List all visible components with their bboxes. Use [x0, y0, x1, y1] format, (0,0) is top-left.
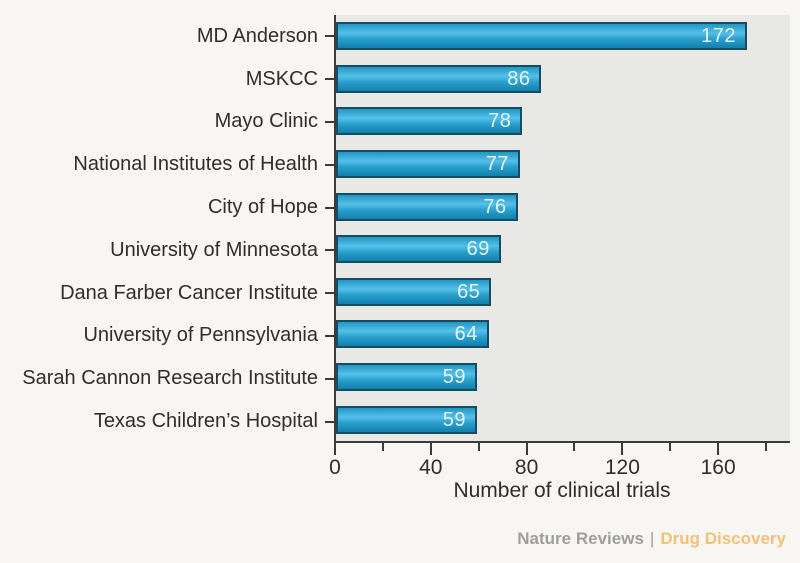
bar: 77: [336, 150, 520, 179]
x-tick-label: 120: [604, 456, 640, 479]
bar: 65: [336, 277, 492, 306]
x-tick-minor: [669, 443, 672, 451]
x-tick-major: [429, 443, 432, 455]
y-axis-tick: [325, 420, 334, 423]
y-axis-tick: [325, 163, 334, 166]
bar-value-label: 65: [457, 280, 481, 303]
category-label: Mayo Clinic: [214, 110, 318, 133]
category-row: Sarah Cannon Research Institute: [0, 357, 334, 400]
category-label: University of Minnesota: [110, 238, 318, 261]
plot-area: 172 86 78 77 76 69 65 64 59 59: [334, 15, 790, 443]
bars-layer: 172 86 78 77 76 69 65 64 59 59: [336, 15, 790, 441]
bar-value-label: 77: [485, 153, 509, 176]
x-axis-title: Number of clinical trials: [453, 479, 671, 502]
x-tick-minor: [573, 443, 576, 451]
bar-value-label: 64: [454, 323, 478, 346]
category-row: National Institutes of Health: [0, 143, 334, 186]
bar-row: 77: [336, 143, 790, 186]
y-axis-tick: [325, 120, 334, 123]
x-tick-minor: [765, 443, 768, 451]
category-label: Dana Farber Cancer Institute: [60, 281, 318, 304]
y-axis-tick: [325, 292, 334, 295]
bar-row: 69: [336, 228, 790, 271]
bar-value-label: 76: [483, 195, 507, 218]
bar-row: 59: [336, 398, 790, 441]
bar-row: 86: [336, 58, 790, 101]
journal-name: Nature Reviews: [517, 529, 644, 548]
bar: 172: [336, 22, 747, 51]
bar-value-label: 59: [442, 366, 466, 389]
category-row: Dana Farber Cancer Institute: [0, 272, 334, 315]
x-tick-major: [525, 443, 528, 455]
x-tick-label: 80: [514, 456, 539, 479]
bar-row: 172: [336, 15, 790, 58]
bar-row: 76: [336, 185, 790, 228]
category-label: City of Hope: [207, 196, 318, 219]
category-label: MD Anderson: [196, 24, 318, 47]
x-tick-label: 160: [700, 456, 736, 479]
category-label: Sarah Cannon Research Institute: [22, 367, 318, 390]
bar: 78: [336, 107, 523, 136]
category-row: MSKCC: [0, 58, 334, 101]
y-axis-tick: [325, 377, 334, 380]
category-row: Texas Children’s Hospital: [0, 400, 334, 443]
category-label: MSKCC: [245, 67, 318, 90]
x-tick-minor: [381, 443, 384, 451]
bar: 59: [336, 405, 477, 434]
category-row: City of Hope: [0, 186, 334, 229]
bar-row: 64: [336, 313, 790, 356]
bar-row: 59: [336, 356, 790, 399]
category-label: University of Pennsylvania: [83, 324, 318, 347]
category-row: MD Anderson: [0, 15, 334, 58]
category-axis: MD Anderson MSKCC Mayo Clinic National Inst…: [0, 15, 334, 443]
bar: 86: [336, 64, 542, 93]
bar-row: 65: [336, 271, 790, 314]
credit-separator: |: [649, 529, 655, 548]
x-tick-label: 40: [419, 456, 443, 479]
bar: 76: [336, 192, 518, 221]
y-axis-tick: [325, 334, 334, 337]
bar-value-label: 59: [442, 408, 466, 431]
x-tick-major: [621, 443, 624, 455]
bar-value-label: 86: [507, 67, 531, 90]
bar-row: 78: [336, 100, 790, 143]
bar: 64: [336, 320, 489, 349]
category-row: University of Minnesota: [0, 229, 334, 272]
bar-value-label: 78: [488, 110, 512, 133]
category-row: Mayo Clinic: [0, 101, 334, 144]
x-tick-label: 0: [329, 456, 341, 479]
y-axis-tick: [325, 78, 334, 81]
category-label: Texas Children’s Hospital: [93, 410, 318, 433]
bar-value-label: 172: [701, 25, 736, 48]
category-row: University of Pennsylvania: [0, 315, 334, 358]
x-tick-major: [717, 443, 720, 455]
bar: 59: [336, 363, 477, 392]
figure-credit: Nature Reviews | Drug Discovery: [517, 529, 786, 549]
publication-name: Drug Discovery: [660, 529, 786, 548]
x-tick-major: [334, 443, 336, 455]
y-axis-tick: [325, 206, 334, 209]
y-axis-tick: [325, 249, 334, 252]
x-tick-minor: [477, 443, 480, 451]
bar-value-label: 69: [466, 238, 490, 261]
category-label: National Institutes of Health: [73, 153, 318, 176]
y-axis-tick: [325, 35, 334, 38]
bar: 69: [336, 235, 501, 264]
